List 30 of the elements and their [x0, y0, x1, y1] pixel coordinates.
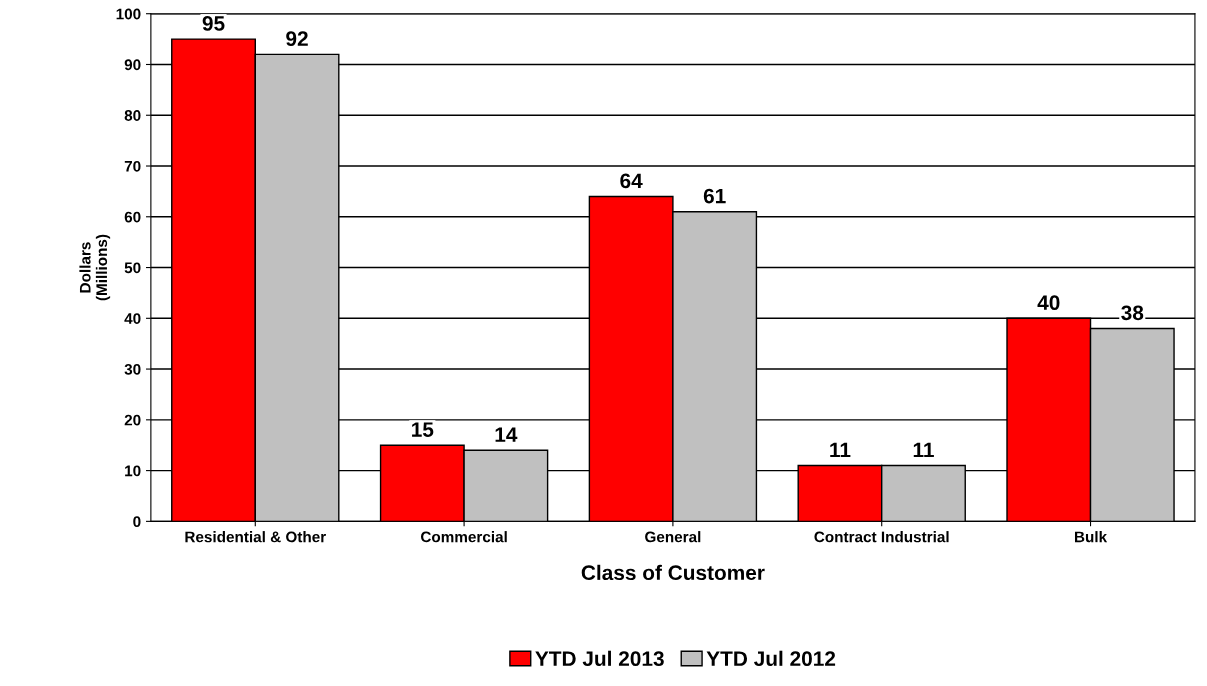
data-label: 38 [1121, 305, 1144, 321]
y-tick-label: 70 [124, 160, 141, 172]
data-label: 11 [913, 442, 934, 458]
x-tick-label: General [645, 531, 701, 543]
y-tick-label: 40 [124, 313, 141, 324]
data-label: 92 [286, 31, 308, 47]
y-tick-label: 90 [124, 59, 141, 71]
data-label: 40 [1037, 295, 1060, 311]
data-label: 61 [703, 188, 726, 204]
y-tick-label: 80 [124, 110, 141, 121]
x-axis-title: Class of Customer [581, 564, 765, 581]
x-tick-label: Residential & Other [185, 531, 326, 543]
x-tick-label: Contract Industrial [814, 531, 949, 543]
y-axis-title: Dollars (Millions) [79, 234, 111, 301]
y-tick-label: 50 [124, 262, 141, 274]
y-tick-label: 20 [124, 414, 141, 426]
legend-label: YTD Jul 2012 [706, 650, 836, 667]
data-label: 11 [830, 442, 851, 458]
data-label: 95 [202, 16, 225, 31]
y-tick-label: 10 [125, 465, 141, 477]
x-tick-label: Bulk [1074, 531, 1108, 543]
data-label: 15 [412, 422, 434, 437]
y-tick-label: 100 [116, 8, 141, 20]
legend-label: YTD Jul 2013 [535, 650, 664, 667]
data-label: 64 [620, 173, 643, 189]
y-tick-label: 0 [133, 516, 141, 528]
x-tick-label: Commercial [420, 531, 507, 543]
data-label: 14 [495, 427, 518, 442]
y-tick-label: 60 [124, 211, 141, 223]
y-tick-label: 30 [124, 363, 141, 375]
